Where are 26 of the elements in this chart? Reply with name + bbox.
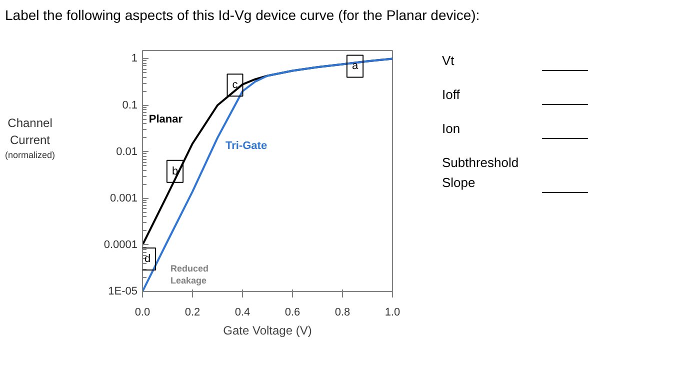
text: Ioff — [442, 86, 461, 104]
x-tick-label: 0.6 — [284, 306, 300, 318]
x-tick-label: 0.0 — [134, 306, 150, 318]
x-tick-label: 0.8 — [334, 306, 350, 318]
annotation: a — [352, 60, 359, 72]
text: Vt — [442, 52, 456, 70]
annotation: b — [172, 165, 178, 178]
x-tick-label: 1.0 — [384, 306, 400, 318]
x-axis-title: Gate Voltage (V) — [223, 324, 312, 338]
y-tick-label: 0.0001 — [104, 238, 138, 251]
text: Ion — [442, 120, 462, 138]
y-tick-label: 1E-05 — [108, 286, 138, 298]
series-label: Planar — [148, 114, 184, 126]
y-tick-label: 0.001 — [110, 192, 138, 204]
annotation: Reduced Leakage — [170, 264, 209, 286]
annotation: d — [144, 252, 151, 265]
annotation: c — [232, 79, 238, 92]
y-tick-label: 1 — [131, 52, 138, 65]
x-tick-label: 0.2 — [184, 306, 200, 318]
y-axis-title: Channel Current (normalized) — [5, 115, 56, 162]
y-tick-label: 0.01 — [116, 146, 138, 158]
y-tick-label: 0.1 — [122, 99, 138, 112]
x-tick-label: 0.4 — [234, 306, 250, 318]
text: Subthreshold Slope — [442, 154, 520, 192]
series-label: Tri-Gate — [226, 140, 268, 152]
chart-title: Label the following aspects of this Id-Vg device curve (for the Planar device): — [5, 6, 480, 25]
